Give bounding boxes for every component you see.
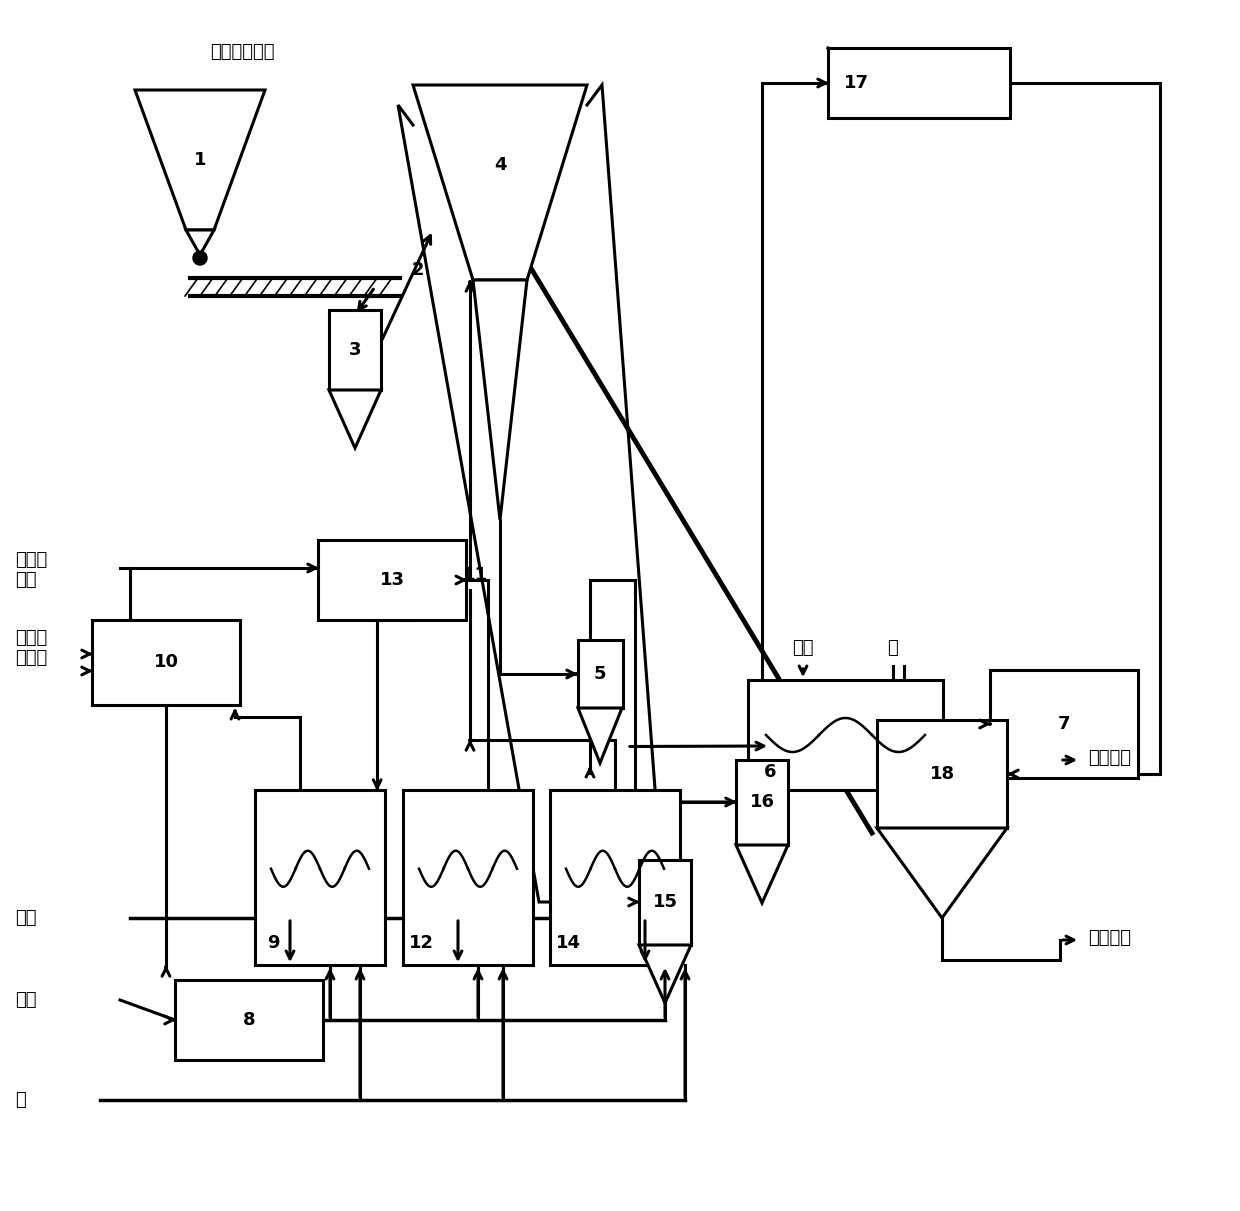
Text: 12: 12 (408, 934, 434, 952)
Text: 煤气: 煤气 (15, 991, 36, 1009)
Polygon shape (877, 828, 1007, 918)
Polygon shape (472, 280, 527, 520)
Text: 水: 水 (15, 1091, 26, 1109)
Text: 17: 17 (843, 74, 868, 92)
Bar (748, 681, 942, 790)
Bar (175, 980, 322, 1060)
Bar (551, 790, 680, 965)
Polygon shape (135, 90, 265, 230)
Text: 14: 14 (556, 934, 580, 952)
Text: 3: 3 (348, 342, 361, 358)
Polygon shape (329, 390, 381, 448)
Text: 正极材料粉体: 正极材料粉体 (210, 44, 274, 61)
Bar (578, 639, 622, 708)
Bar (990, 670, 1138, 777)
Text: 盐酸溶液: 盐酸溶液 (1087, 929, 1131, 947)
Text: 9: 9 (267, 934, 279, 952)
Text: 7: 7 (1058, 714, 1070, 733)
Text: 10: 10 (154, 653, 179, 671)
Text: 萙汽: 萙汽 (792, 639, 813, 658)
Text: 2: 2 (412, 262, 424, 279)
Polygon shape (639, 945, 691, 1003)
Bar (317, 540, 466, 620)
Text: 15: 15 (652, 893, 677, 911)
Bar (403, 790, 533, 965)
Text: 6: 6 (764, 763, 776, 781)
Text: 水: 水 (888, 639, 898, 658)
Text: 13: 13 (379, 572, 404, 589)
Text: 1: 1 (193, 151, 206, 170)
Polygon shape (737, 845, 787, 903)
Polygon shape (413, 85, 587, 280)
Polygon shape (578, 708, 622, 763)
Text: 4: 4 (494, 156, 506, 174)
Text: 8: 8 (243, 1011, 255, 1029)
Circle shape (193, 251, 207, 265)
Bar (255, 790, 384, 965)
Bar (92, 620, 241, 705)
Bar (329, 310, 381, 390)
Text: 废气排放: 废气排放 (1087, 748, 1131, 767)
Text: 11: 11 (463, 566, 489, 584)
Bar (877, 721, 1007, 828)
Text: 锂反应
原料: 锂反应 原料 (15, 551, 47, 590)
Text: 18: 18 (930, 765, 955, 784)
Bar (737, 761, 787, 845)
Bar (828, 48, 1011, 117)
Bar (639, 860, 691, 945)
Text: 载气: 载气 (15, 909, 36, 926)
Text: 16: 16 (749, 793, 775, 811)
Polygon shape (186, 230, 215, 256)
Text: 金属反
应原料: 金属反 应原料 (15, 629, 47, 667)
Text: 5: 5 (594, 665, 606, 683)
